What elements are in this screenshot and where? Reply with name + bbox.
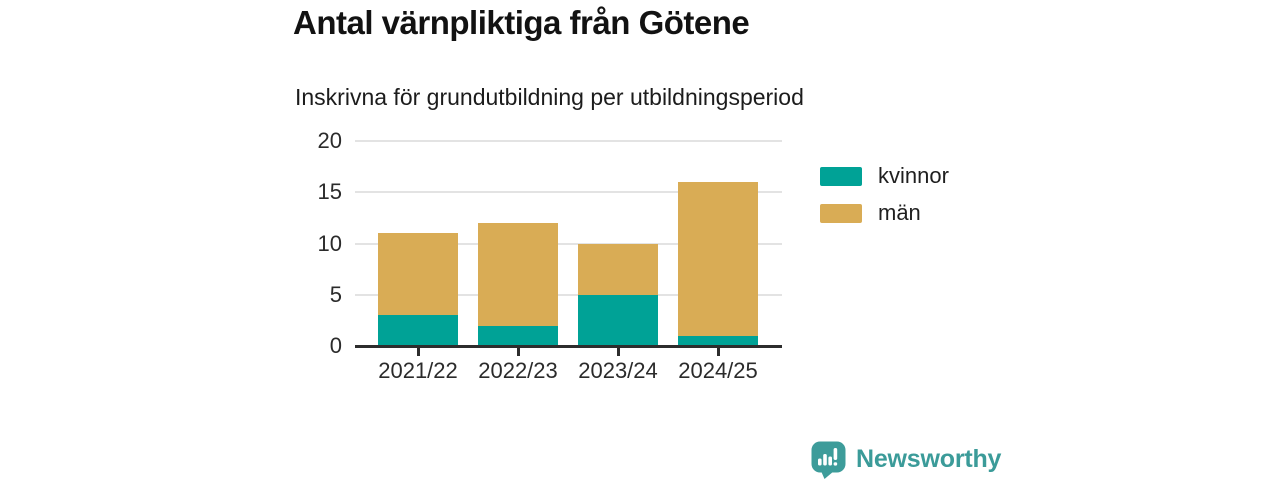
legend-item-män: män	[820, 200, 949, 226]
legend-label: kvinnor	[878, 163, 949, 188]
x-axis-tick	[716, 347, 720, 356]
bar-segment-män-2024-25	[678, 182, 758, 336]
y-tick-label: 15	[317, 179, 342, 205]
x-axis-line	[355, 344, 782, 348]
y-tick-label: 10	[317, 230, 342, 256]
newsworthy-logo-icon	[811, 441, 846, 479]
y-tick-label: 0	[329, 333, 342, 358]
y-tick-label: 20	[317, 128, 342, 153]
bar-segment-män-2023-24	[578, 243, 658, 295]
bar-segment-kvinnor-2023-24	[578, 294, 658, 346]
bar-segment-män-2021-22	[378, 233, 458, 316]
y-tick-label: 5	[329, 281, 342, 307]
gridline-10	[355, 242, 782, 245]
x-tick-label: 2024/25	[678, 358, 758, 383]
chart-title: Antal värnpliktiga från Götene	[293, 4, 750, 41]
gridline-15	[355, 191, 782, 194]
legend-item-kvinnor: kvinnor	[820, 163, 949, 189]
bar-segment-kvinnor-2022-23	[478, 325, 558, 346]
bar-segment-kvinnor-2021-22	[378, 315, 458, 346]
x-axis-tick	[416, 347, 420, 356]
x-tick-label: 2021/22	[378, 358, 458, 383]
x-tick-label: 2023/24	[578, 358, 658, 383]
chart-subtitle: Inskrivna för grundutbildning per utbild…	[295, 84, 804, 110]
x-axis-tick	[616, 347, 620, 356]
bar-segment-män-2022-23	[478, 223, 558, 326]
brand-name: Newsworthy	[856, 445, 1002, 473]
legend-swatch	[820, 203, 862, 223]
brand-footer: Newsworthy	[810, 440, 1001, 479]
gridline-20	[355, 140, 782, 142]
bar-segment-kvinnor-2024-25	[678, 335, 758, 346]
legend-swatch	[820, 166, 862, 186]
x-axis-tick	[516, 347, 520, 356]
x-tick-label: 2022/23	[478, 358, 558, 383]
plot-area: 0 5 10 15 20 2021/22 2022/23 2023/24 2024/25	[318, 128, 782, 383]
legend: kvinnor män	[820, 163, 949, 226]
legend-label: män	[878, 200, 921, 225]
gridline-5	[355, 293, 782, 296]
